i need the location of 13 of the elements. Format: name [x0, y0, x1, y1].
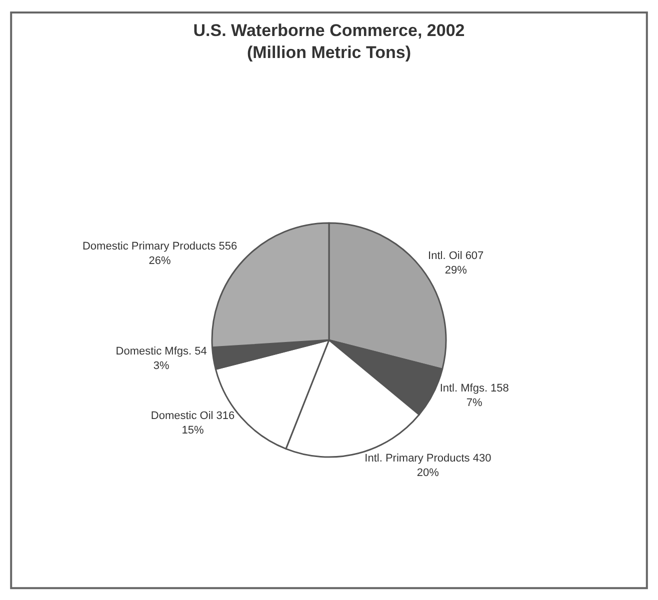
- slice-label: Intl. Oil 607: [428, 250, 484, 262]
- data-label: 7%: [466, 397, 483, 410]
- data-label: 20%: [416, 466, 440, 479]
- slice-label: Intl. Mfgs. 158: [440, 382, 509, 395]
- slice-label: Domestic Primary Products 556: [82, 240, 238, 253]
- slice-label: Domestic Mfgs. 54: [116, 346, 207, 358]
- slice-label: Domestic Oil 316: [150, 410, 235, 422]
- data-label: 3%: [153, 360, 170, 372]
- data-label: 29%: [444, 264, 468, 277]
- slice-label: Intl. Primary Products 430: [364, 452, 492, 465]
- data-label: 15%: [182, 424, 204, 436]
- data-label: 26%: [148, 254, 172, 267]
- chart-title: U.S. Waterborne Commerce, 2002 (Million Metric Tons): [193, 21, 465, 62]
